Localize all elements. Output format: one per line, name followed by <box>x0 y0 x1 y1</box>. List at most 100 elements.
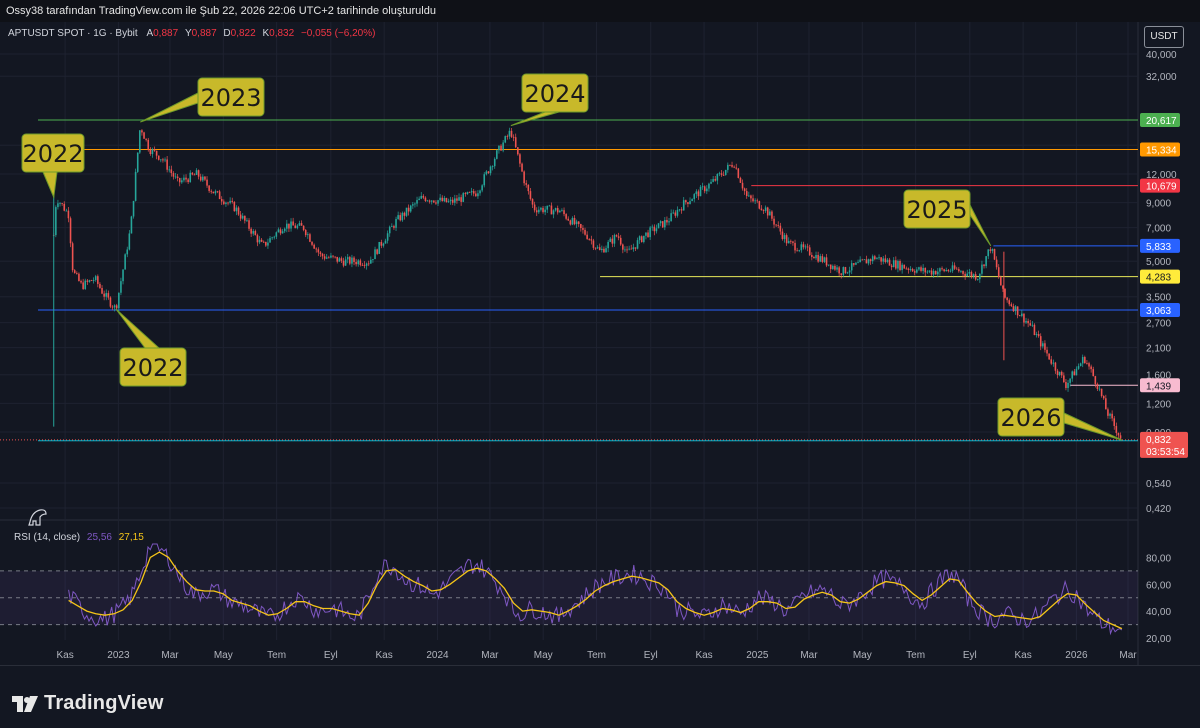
candle-body <box>825 257 828 266</box>
candle-body <box>422 195 425 198</box>
candle-body <box>433 200 435 203</box>
year-callout[interactable]: 2024 <box>510 73 589 127</box>
candle-body <box>559 210 561 213</box>
candle-body <box>911 269 914 272</box>
candle-body <box>157 155 160 160</box>
candle-body <box>69 218 72 244</box>
candle-body <box>199 176 202 181</box>
year-callout[interactable]: 2025 <box>903 189 992 247</box>
candle-body <box>464 193 467 195</box>
candle-body <box>86 280 89 282</box>
candle-body <box>252 231 255 234</box>
rsi-legend-label[interactable]: RSI (14, close) <box>14 532 81 543</box>
symbol-label[interactable]: APTUSDT SPOT · 1G · Bybit <box>8 28 138 39</box>
candle-body <box>109 297 112 307</box>
candle-body <box>867 259 870 264</box>
candle-body <box>991 249 994 251</box>
candle-body <box>290 221 292 229</box>
candle-body <box>504 136 507 143</box>
candle-body <box>233 201 236 212</box>
candle-body <box>1071 371 1074 379</box>
year-callout[interactable]: 2023 <box>140 77 265 123</box>
candle-body <box>477 193 479 197</box>
candle-body <box>92 280 95 281</box>
chart-canvas[interactable]: Kas 2023 Mar May Tem Eyl Kas 2024 Mar May Tem Eyl Ka… <box>0 22 1200 665</box>
candle-body <box>292 221 294 226</box>
candle-body <box>611 238 614 244</box>
candle-body <box>517 147 519 155</box>
footer: TradingView <box>0 665 1200 728</box>
candle-body <box>561 210 563 212</box>
candle-body <box>265 241 267 246</box>
candle-body <box>428 200 431 202</box>
time-tick-label: Eyl <box>644 650 658 661</box>
year-callout[interactable]: 2026 <box>997 397 1123 441</box>
candle-body <box>779 225 782 232</box>
candle-body <box>391 226 393 227</box>
tradingview-logo[interactable]: TradingView <box>12 692 164 715</box>
candle-body <box>101 288 103 294</box>
candle-body <box>223 201 225 204</box>
candle-body <box>1008 300 1011 305</box>
candle-body <box>701 186 704 188</box>
open-value: 0,887 <box>153 28 179 39</box>
candle-body <box>139 130 141 153</box>
candle-body <box>764 207 767 211</box>
candle-body <box>710 181 712 184</box>
candle-body <box>1042 343 1044 347</box>
callout-box <box>21 133 85 173</box>
candle-body <box>191 172 194 175</box>
candle-body <box>863 259 866 261</box>
candle-body <box>73 270 76 274</box>
candle-body <box>748 195 750 197</box>
callout-label: 2026 <box>1000 404 1061 432</box>
candle-body <box>424 197 427 202</box>
currency-button[interactable]: USDT <box>1144 26 1184 48</box>
year-callout[interactable]: 2022 <box>21 133 85 200</box>
price-axis-badge-text: 5,833 <box>1146 242 1171 253</box>
candle-body <box>160 159 162 161</box>
chart-area[interactable]: Kas 2023 Mar May Tem Eyl Kas 2024 Mar May Tem Eyl Ka… <box>0 22 1200 665</box>
candle-body <box>941 268 943 270</box>
candle-body <box>556 208 559 213</box>
candle-body <box>907 268 910 270</box>
candle-body <box>626 249 628 251</box>
candle-body <box>630 248 633 250</box>
candle-body <box>496 150 498 159</box>
candle-body <box>479 190 481 194</box>
candle-body <box>811 254 813 257</box>
price-axis-badge-text: 15,334 <box>1146 146 1177 157</box>
open-label: A <box>146 28 154 39</box>
candle-body <box>964 273 966 277</box>
candle-body <box>876 258 878 260</box>
candle-body <box>487 171 490 174</box>
candle-body <box>141 130 143 133</box>
candle-body <box>206 179 208 186</box>
year-callout[interactable]: 2022 <box>115 308 187 387</box>
candle-body <box>731 165 733 167</box>
candle-body <box>115 305 118 309</box>
candle-body <box>475 193 477 197</box>
candle-body <box>1117 432 1120 436</box>
candle-body <box>544 209 546 213</box>
high-value: 0,887 <box>191 28 217 39</box>
candle-body <box>430 200 433 202</box>
price-axis-badge-bg <box>1140 378 1180 393</box>
candle-body <box>63 203 66 211</box>
candle-body <box>189 172 192 183</box>
candle-body <box>1037 334 1040 337</box>
price-legend: APTUSDT SPOT · 1G · Bybit A0,887 Y0,887 … <box>8 28 375 39</box>
candle-body <box>370 259 372 264</box>
candle-body <box>1077 366 1080 369</box>
candle-body <box>924 267 927 273</box>
candle-body <box>615 235 618 237</box>
candle-body <box>1031 324 1034 326</box>
candle-body <box>703 186 706 192</box>
candle-body <box>571 217 574 225</box>
candle-body <box>790 240 792 242</box>
candle-body <box>953 265 956 269</box>
candle-body <box>674 212 677 216</box>
candle-body <box>1115 425 1118 433</box>
candle-body <box>773 218 775 225</box>
candle-body <box>330 255 332 258</box>
